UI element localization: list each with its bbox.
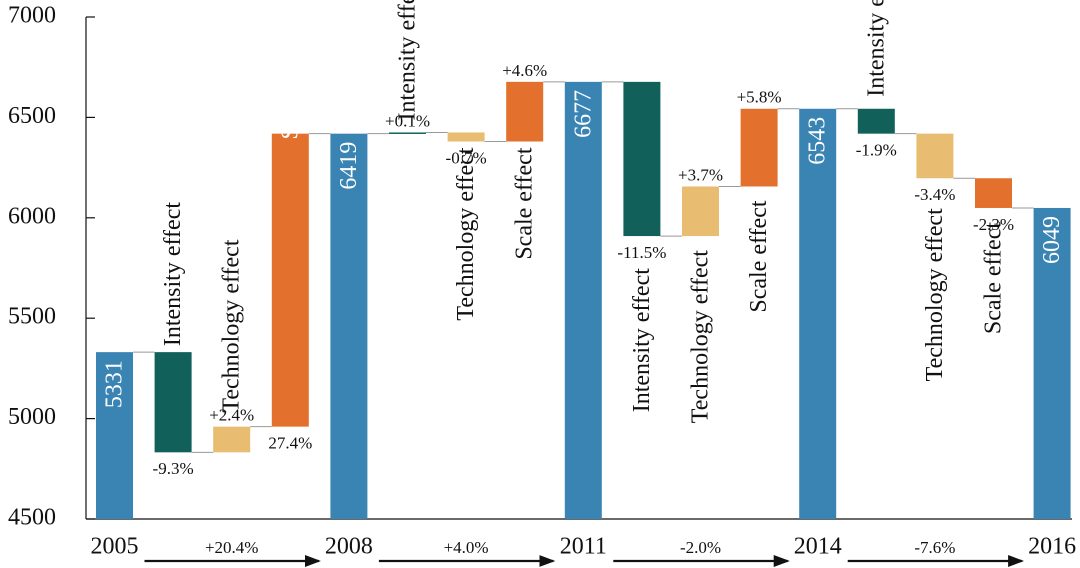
x-year-label: 2014 bbox=[794, 534, 842, 560]
effect-pct-label: -9.3% bbox=[153, 459, 194, 478]
scale-bar bbox=[975, 178, 1012, 208]
y-tick-label: 5500 bbox=[8, 304, 56, 330]
technology-bar bbox=[447, 132, 485, 142]
effect-category-label: Scale effect bbox=[277, 27, 303, 139]
effect-category-label: Technology effect bbox=[922, 208, 948, 381]
effect-category-label: Scale effect bbox=[746, 200, 772, 312]
effect-pct-label: -11.5% bbox=[617, 243, 666, 262]
total-value-label: 6419 bbox=[336, 142, 362, 190]
scale-bar bbox=[506, 81, 544, 142]
y-tick-label: 5000 bbox=[8, 404, 56, 430]
effect-pct-label: +0.1% bbox=[385, 111, 430, 130]
total-value-label: 6543 bbox=[805, 117, 831, 165]
effect-pct-label: -1.9% bbox=[856, 141, 897, 160]
effect-pct-label: -0.7% bbox=[446, 148, 487, 167]
total-bar bbox=[799, 108, 837, 520]
technology-bar bbox=[213, 426, 251, 453]
effect-category-label: Scale effect bbox=[512, 147, 538, 259]
effect-category-label: Intensity effect bbox=[863, 0, 889, 97]
effect-category-label: Scale effect bbox=[981, 222, 1007, 334]
y-tick-label: 7000 bbox=[8, 3, 56, 29]
x-year-label: 2016 bbox=[1028, 534, 1076, 560]
technology-bar bbox=[916, 133, 954, 179]
x-year-label: 2008 bbox=[325, 534, 373, 560]
y-tick-label: 4500 bbox=[8, 505, 56, 531]
effect-pct-label: 27.4% bbox=[268, 434, 312, 453]
effect-category-label: Intensity effect bbox=[160, 202, 186, 346]
scale-bar bbox=[271, 133, 309, 427]
effect-pct-label: +4.6% bbox=[502, 61, 547, 80]
effect-pct-label: +5.8% bbox=[737, 88, 782, 107]
x-year-label: 2005 bbox=[91, 534, 139, 560]
effect-category-label: Technology effect bbox=[453, 147, 479, 320]
total-value-label: 5331 bbox=[102, 360, 128, 408]
period-growth-label: +4.0% bbox=[444, 538, 489, 557]
technology-bar bbox=[682, 186, 719, 237]
intensity-bar bbox=[623, 81, 661, 237]
total-value-label: 6677 bbox=[570, 90, 596, 138]
x-year-label: 2011 bbox=[560, 534, 607, 560]
period-growth-label: -7.6% bbox=[914, 538, 955, 557]
scale-bar bbox=[740, 108, 778, 187]
y-tick-label: 6000 bbox=[8, 203, 56, 229]
total-value-label: 6049 bbox=[1039, 216, 1065, 264]
period-growth-label: -2.0% bbox=[680, 538, 721, 557]
intensity-bar bbox=[389, 132, 426, 134]
intensity-bar bbox=[857, 108, 895, 134]
intensity-bar bbox=[154, 352, 192, 453]
y-tick-label: 6500 bbox=[8, 103, 56, 129]
total-bar bbox=[330, 133, 368, 519]
total-bar bbox=[564, 81, 602, 519]
effect-pct-label: -3.4% bbox=[914, 185, 955, 204]
effect-pct-label: -2.3% bbox=[973, 215, 1014, 234]
total-bar bbox=[1033, 207, 1071, 519]
effect-category-label: Technology effect bbox=[688, 250, 714, 423]
effect-category-label: Intensity effect bbox=[629, 268, 655, 412]
total-bar bbox=[96, 352, 133, 519]
effect-pct-label: +2.4% bbox=[209, 406, 254, 425]
period-growth-label: +20.4% bbox=[205, 538, 259, 557]
effect-category-label: Technology effect bbox=[219, 239, 245, 412]
effect-pct-label: +3.7% bbox=[678, 165, 723, 184]
effect-category-label: Intensity effect bbox=[395, 0, 421, 120]
